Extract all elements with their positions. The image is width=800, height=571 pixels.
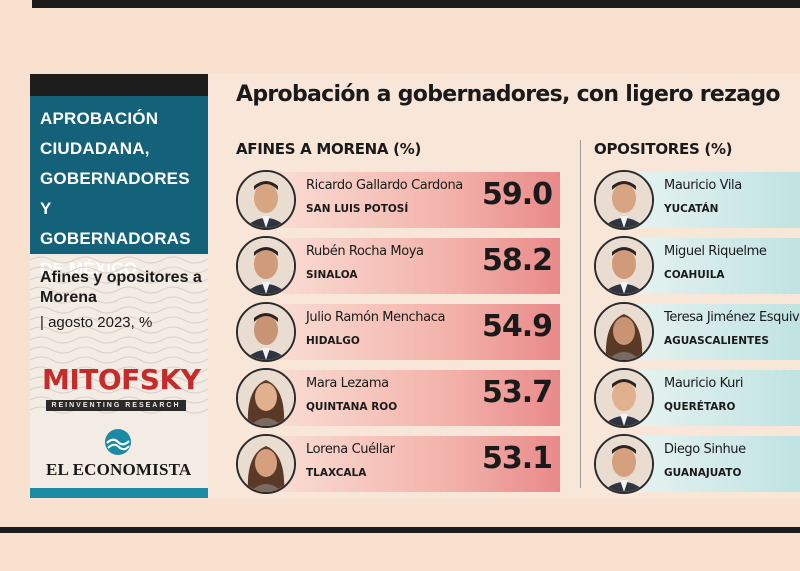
avatar bbox=[236, 434, 296, 494]
left-top-strip bbox=[30, 74, 208, 96]
state-name: YUCATÁN bbox=[664, 203, 719, 215]
left-bottom-strip bbox=[30, 488, 208, 498]
avatar bbox=[594, 302, 654, 362]
avatar bbox=[594, 170, 654, 230]
approval-value: 53.7 bbox=[481, 375, 553, 410]
left-title-box bbox=[30, 96, 208, 254]
left-panel-title: APROBACIÓN CIUDADANA, GOBERNADORES Y GOB… bbox=[40, 109, 191, 278]
governor-row: Mara Lezama QUINTANA ROO 53.7 bbox=[30, 368, 800, 428]
state-name: COAHUILA bbox=[664, 269, 725, 281]
approval-bar bbox=[266, 238, 560, 294]
governor-row: Julio Ramón Menchaca HIDALGO 54.9 bbox=[30, 302, 800, 362]
column-divider bbox=[580, 140, 581, 488]
approval-value: 58.2 bbox=[481, 243, 553, 278]
governor-row: Diego Sinhue GUANAJUATO bbox=[30, 434, 800, 494]
avatar bbox=[236, 236, 296, 296]
governor-row: Rubén Rocha Moya SINALOA 58.2 bbox=[30, 236, 800, 296]
state-name: QUERÉTARO bbox=[664, 401, 736, 413]
mitofsky-tagline: REINVENTING RESEARCH bbox=[46, 400, 186, 411]
mitofsky-logo: MITOFSKY bbox=[42, 363, 201, 396]
governor-name: Mara Lezama bbox=[306, 376, 389, 391]
column-header-afines: AFINES A MORENA (%) bbox=[236, 140, 421, 158]
avatar bbox=[594, 368, 654, 428]
approval-value: 54.9 bbox=[481, 309, 553, 344]
governor-row: Lorena Cuéllar TLAXCALA 53.1 bbox=[30, 434, 800, 494]
governor-name: Ricardo Gallardo Cardona bbox=[306, 178, 463, 193]
approval-value: 53.1 bbox=[481, 441, 553, 476]
state-name: QUINTANA ROO bbox=[306, 401, 398, 413]
governor-name: Julio Ramón Menchaca bbox=[306, 310, 446, 325]
state-name: TLAXCALA bbox=[306, 467, 367, 479]
state-name: AGUASCALIENTES bbox=[664, 335, 769, 347]
governor-row: Teresa Jiménez Esquive AGUASCALIENTES bbox=[30, 302, 800, 362]
governor-name: Mauricio Vila bbox=[664, 178, 742, 193]
avatar bbox=[236, 368, 296, 428]
wavy-pattern bbox=[30, 256, 208, 414]
approval-bar bbox=[266, 304, 560, 360]
subtitle: Afines y opositores a Morena bbox=[40, 269, 202, 306]
avatar bbox=[594, 434, 654, 494]
state-name: SINALOA bbox=[306, 269, 358, 281]
top-border bbox=[32, 0, 800, 8]
governor-row: Ricardo Gallardo Cardona SAN LUIS POTOSÍ 5… bbox=[30, 170, 800, 230]
infographic-card: APROBACIÓN CIUDADANA, GOBERNADORES Y GOB… bbox=[30, 74, 800, 498]
governor-name: Lorena Cuéllar bbox=[306, 442, 395, 457]
approval-bar bbox=[266, 370, 560, 426]
bottom-border bbox=[0, 527, 800, 533]
state-name: HIDALGO bbox=[306, 335, 360, 347]
governor-row: Mauricio Kuri QUERÉTARO bbox=[30, 368, 800, 428]
governor-row: Mauricio Vila YUCATÁN bbox=[30, 170, 800, 230]
state-name: SAN LUIS POTOSÍ bbox=[306, 203, 409, 215]
approval-bar bbox=[266, 172, 560, 228]
approval-value: 59.0 bbox=[481, 177, 553, 212]
avatar bbox=[236, 170, 296, 230]
chart-title: Aprobación a gobernadores, con ligero re… bbox=[236, 82, 781, 107]
governor-name: Rubén Rocha Moya bbox=[306, 244, 424, 259]
publisher-name: EL ECONOMISTA bbox=[46, 460, 192, 479]
left-panel: APROBACIÓN CIUDADANA, GOBERNADORES Y GOB… bbox=[30, 74, 208, 498]
column-header-opositores: OPOSITORES (%) bbox=[594, 140, 733, 158]
governor-name: Mauricio Kuri bbox=[664, 376, 744, 391]
governor-name: Diego Sinhue bbox=[664, 442, 746, 457]
date-line: | agosto 2023, % bbox=[40, 314, 153, 331]
avatar bbox=[594, 236, 654, 296]
avatar bbox=[236, 302, 296, 362]
approval-bar bbox=[266, 436, 560, 492]
governor-row: Miguel Riquelme COAHUILA bbox=[30, 236, 800, 296]
state-name: GUANAJUATO bbox=[664, 467, 742, 479]
governor-name: Teresa Jiménez Esquive bbox=[664, 310, 800, 325]
el-economista-logo-icon bbox=[105, 429, 131, 455]
governor-name: Miguel Riquelme bbox=[664, 244, 767, 259]
